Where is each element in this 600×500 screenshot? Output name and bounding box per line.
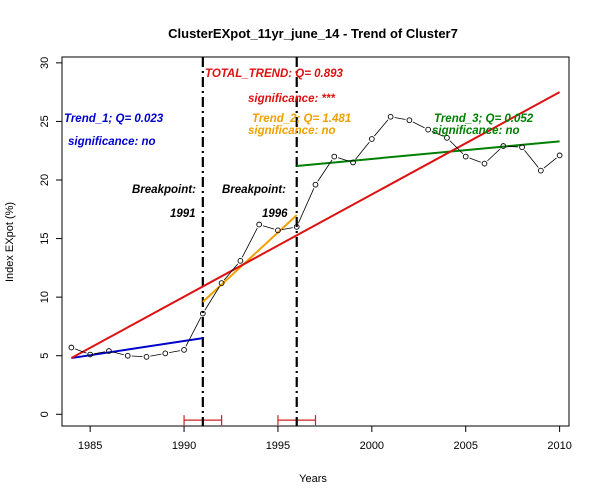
- annotations: TOTAL_TREND: Q= 0.893 significance: *** …: [64, 68, 534, 220]
- observed-point: [124, 352, 131, 359]
- observed-segment: [469, 157, 481, 163]
- observed-point: [106, 348, 112, 354]
- trend1-label: Trend_1; Q= 0.023: [64, 113, 164, 125]
- observed-point: [237, 257, 244, 264]
- observed-point: [350, 159, 356, 166]
- observed-segment: [487, 148, 501, 162]
- observed-segment: [185, 316, 202, 347]
- observed-segment: [223, 263, 239, 281]
- observed-segment: [543, 157, 557, 169]
- axes: 1985 1990 1995 2000 2005 2010 0 5 10 15 20 25 30: [39, 57, 572, 452]
- total-trend-significance: significance: ***: [248, 93, 335, 105]
- observed-segment: [150, 353, 162, 357]
- observed-segment: [169, 350, 181, 354]
- breakpoint1-year: 1991: [170, 208, 196, 220]
- total-trend-label: TOTAL_TREND: Q= 0.893: [205, 68, 344, 80]
- observed-point: [312, 181, 319, 188]
- observed-point: [556, 152, 563, 159]
- x-tick-label: 1985: [78, 440, 102, 452]
- observed-segment: [355, 141, 370, 160]
- breakpoint2-year: 1996: [262, 208, 288, 220]
- observed-segment: [412, 121, 425, 129]
- observed-segment: [337, 157, 350, 162]
- observed-point: [500, 143, 507, 149]
- observed-series: [68, 113, 563, 360]
- observed-segment: [94, 351, 106, 355]
- observed-segment: [74, 348, 87, 354]
- breakpoint2-label: Breakpoint:: [222, 184, 286, 196]
- trend2-label: Trend_2; Q= 1.481: [252, 113, 351, 125]
- x-tick-label: 1990: [172, 440, 196, 452]
- breakpoint1-label: Breakpoint:: [132, 184, 196, 196]
- observed-point: [331, 153, 338, 160]
- observed-point: [87, 351, 94, 358]
- y-axis-label: Index EXpot (%): [4, 202, 16, 282]
- observed-point: [275, 227, 281, 234]
- observed-point: [462, 153, 469, 160]
- trend-lines: [70, 91, 561, 360]
- y-tick-label: 5: [39, 353, 51, 359]
- y-tick-label: 25: [39, 115, 51, 127]
- observed-point: [143, 354, 150, 360]
- trend1-significance: significance: no: [68, 136, 156, 148]
- x-tick-label: 2005: [453, 440, 477, 452]
- trend3-significance: significance: no: [432, 125, 520, 137]
- observed-point: [199, 310, 206, 317]
- observed-point: [162, 350, 169, 357]
- observed-point: [519, 144, 525, 151]
- y-tick-label: 30: [39, 57, 51, 69]
- trend-line: [70, 91, 561, 359]
- trend-line: [71, 337, 203, 360]
- trend-line: [296, 140, 560, 167]
- y-tick-label: 10: [39, 291, 51, 303]
- y-tick-label: 20: [39, 174, 51, 186]
- observed-point: [181, 347, 187, 353]
- observed-point: [537, 167, 544, 174]
- observed-segment: [241, 227, 258, 258]
- observed-segment: [374, 119, 389, 137]
- observed-point: [368, 136, 375, 142]
- observed-point: [444, 134, 450, 141]
- observed-point: [481, 160, 488, 167]
- observed-point: [293, 224, 300, 230]
- x-tick-label: 1995: [266, 440, 290, 452]
- observed-segment: [262, 225, 275, 230]
- observed-point: [406, 117, 413, 124]
- observed-point: [256, 221, 263, 228]
- observed-point: [387, 113, 394, 120]
- observed-segment: [394, 117, 406, 120]
- observed-segment: [449, 140, 464, 155]
- x-axis-label: Years: [299, 473, 327, 485]
- x-tick-label: 2010: [547, 440, 571, 452]
- observed-point: [425, 126, 432, 133]
- chart-title: ClusterEXpot_11yr_june_14 - Trend of Clu…: [168, 26, 458, 41]
- observed-segment: [431, 130, 444, 137]
- observed-segment: [112, 351, 124, 356]
- trend2-significance: significance: no: [248, 125, 336, 137]
- observed-segment: [297, 188, 315, 224]
- observed-segment: [131, 355, 143, 358]
- observed-segment: [507, 145, 519, 148]
- y-tick-label: 15: [39, 232, 51, 244]
- breakpoint-lines: [201, 57, 298, 426]
- trend3-label: Trend_3; Q= 0.052: [434, 113, 534, 125]
- observed-segment: [524, 150, 539, 168]
- observed-point: [68, 344, 75, 351]
- observed-point: [218, 280, 225, 286]
- observed-segment: [317, 159, 333, 182]
- observed-segment: [204, 286, 220, 311]
- x-tick-label: 2000: [360, 440, 384, 452]
- y-tick-label: 0: [39, 411, 51, 417]
- observed-segment: [281, 227, 293, 231]
- trend-line: [202, 214, 298, 303]
